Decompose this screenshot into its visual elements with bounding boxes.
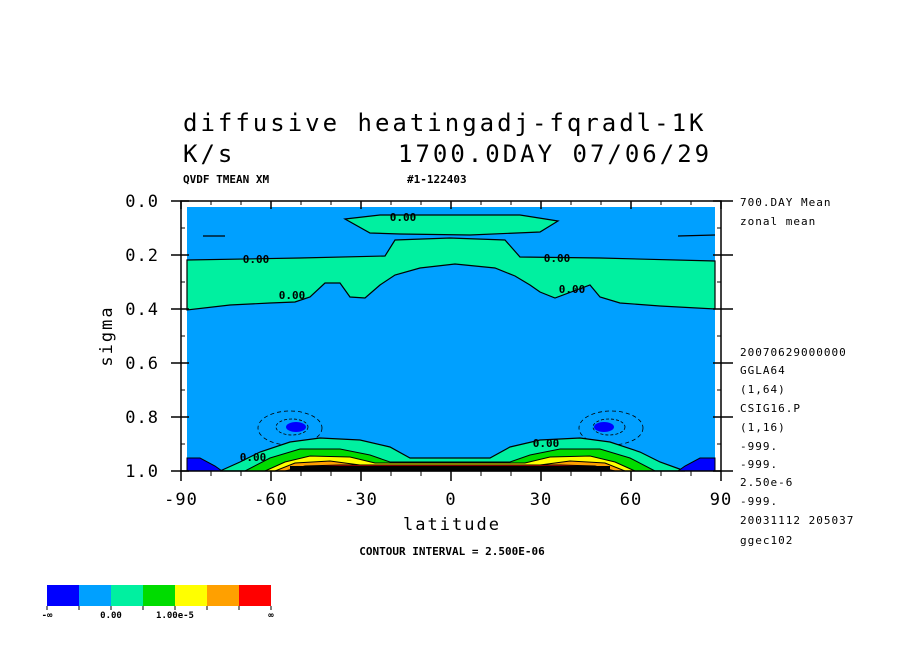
contour-label: 0.00 (544, 252, 571, 265)
side-info-line: -999. (740, 495, 778, 508)
colorbar-label: 1.00e-5 (156, 611, 194, 621)
corner-negative-left (186, 457, 224, 472)
colorbar-label: -∞ (42, 611, 53, 621)
plot-area: 0.00 0.00 0.00 0.00 0.00 0.00 0.00 (186, 207, 716, 472)
x-tick-label: -30 (344, 490, 378, 510)
y-axis: 0.0 0.2 0.4 0.6 0.8 1.0 (125, 192, 733, 482)
y-tick-label: 0.8 (125, 408, 159, 428)
y-tick-label: 1.0 (125, 462, 159, 482)
chart-time: 1700.0DAY 07/06/29 (398, 140, 712, 168)
colorbar-swatch (79, 585, 111, 606)
contour-label: 0.00 (243, 253, 270, 266)
contour-label: 0.00 (390, 211, 417, 224)
colorbar-swatch (239, 585, 271, 606)
colorbar: -∞ 0.00 1.00e-5 ∞ (42, 585, 274, 621)
contour-label: 0.00 (279, 289, 306, 302)
side-info-line: -999. (740, 440, 778, 453)
neg-contour-left-outer (257, 410, 323, 446)
surface-dense-contours (290, 466, 610, 471)
y-tick-label: 0.6 (125, 354, 159, 374)
contour-label: 0.00 (559, 283, 586, 296)
side-info-line: -999. (740, 458, 778, 471)
upper-positive-region (343, 214, 560, 236)
side-info-line: (1,16) (740, 421, 786, 434)
chart-units: K/s (183, 140, 235, 168)
x-tick-label: 30 (530, 490, 552, 510)
side-info-line: 2.50e-6 (740, 476, 793, 489)
colorbar-swatch (175, 585, 207, 606)
y-tick-label: 0.4 (125, 300, 159, 320)
y-axis-label: sigma (97, 305, 117, 366)
x-tick-label: -60 (254, 490, 288, 510)
y-tick-label: 0.2 (125, 246, 159, 266)
run-id: #1-122403 (407, 173, 467, 186)
negative-minimum-right (594, 422, 614, 432)
x-tick-label: 90 (710, 490, 732, 510)
side-info-line: ggec102 (740, 534, 793, 547)
contour-interval: CONTOUR INTERVAL = 2.500E-06 (359, 545, 545, 558)
contour-label: 0.00 (240, 451, 267, 464)
middle-positive-region (186, 237, 716, 311)
side-info-line: 700.DAY Mean (740, 196, 831, 209)
contour-labels: 0.00 0.00 0.00 0.00 0.00 0.00 0.00 (240, 211, 586, 464)
x-axis-label: latitude (403, 515, 501, 535)
x-tick-label: 0 (445, 490, 456, 510)
neg-contour-left-inner (275, 418, 309, 436)
negative-minimum-left (286, 422, 306, 432)
colorbar-swatch (47, 585, 79, 606)
neg-contour-right-inner (592, 418, 626, 436)
side-info-line: zonal mean (740, 215, 816, 228)
x-tick-label: 60 (620, 490, 642, 510)
y-tick-label: 0.0 (125, 192, 159, 212)
neg-contour-right-outer (578, 410, 644, 446)
corner-negative-right (676, 457, 716, 472)
colorbar-label: 0.00 (100, 611, 122, 621)
side-info-line: GGLA64 (740, 364, 786, 377)
side-info: 700.DAY Mean zonal mean 20070629000000 GGLA… (740, 196, 854, 547)
colorbar-swatch (111, 585, 143, 606)
side-info-line: (1,64) (740, 383, 786, 396)
contour-label: 0.00 (533, 437, 560, 450)
side-info-line: 20070629000000 (740, 346, 847, 359)
colorbar-label: ∞ (268, 611, 274, 621)
x-tick-label: -90 (164, 490, 198, 510)
side-info-line: CSIG16.P (740, 402, 801, 415)
x-axis: -90 -60 -30 0 30 60 90 (164, 201, 732, 510)
colorbar-swatch (207, 585, 239, 606)
edge-contour-right (677, 234, 716, 237)
chart-title: diffusive heatingadj-fqradl-1K (183, 109, 706, 137)
colorbar-swatch (143, 585, 175, 606)
variable-label: QVDF TMEAN XM (183, 173, 269, 186)
side-info-line: 20031112 205037 (740, 514, 854, 527)
